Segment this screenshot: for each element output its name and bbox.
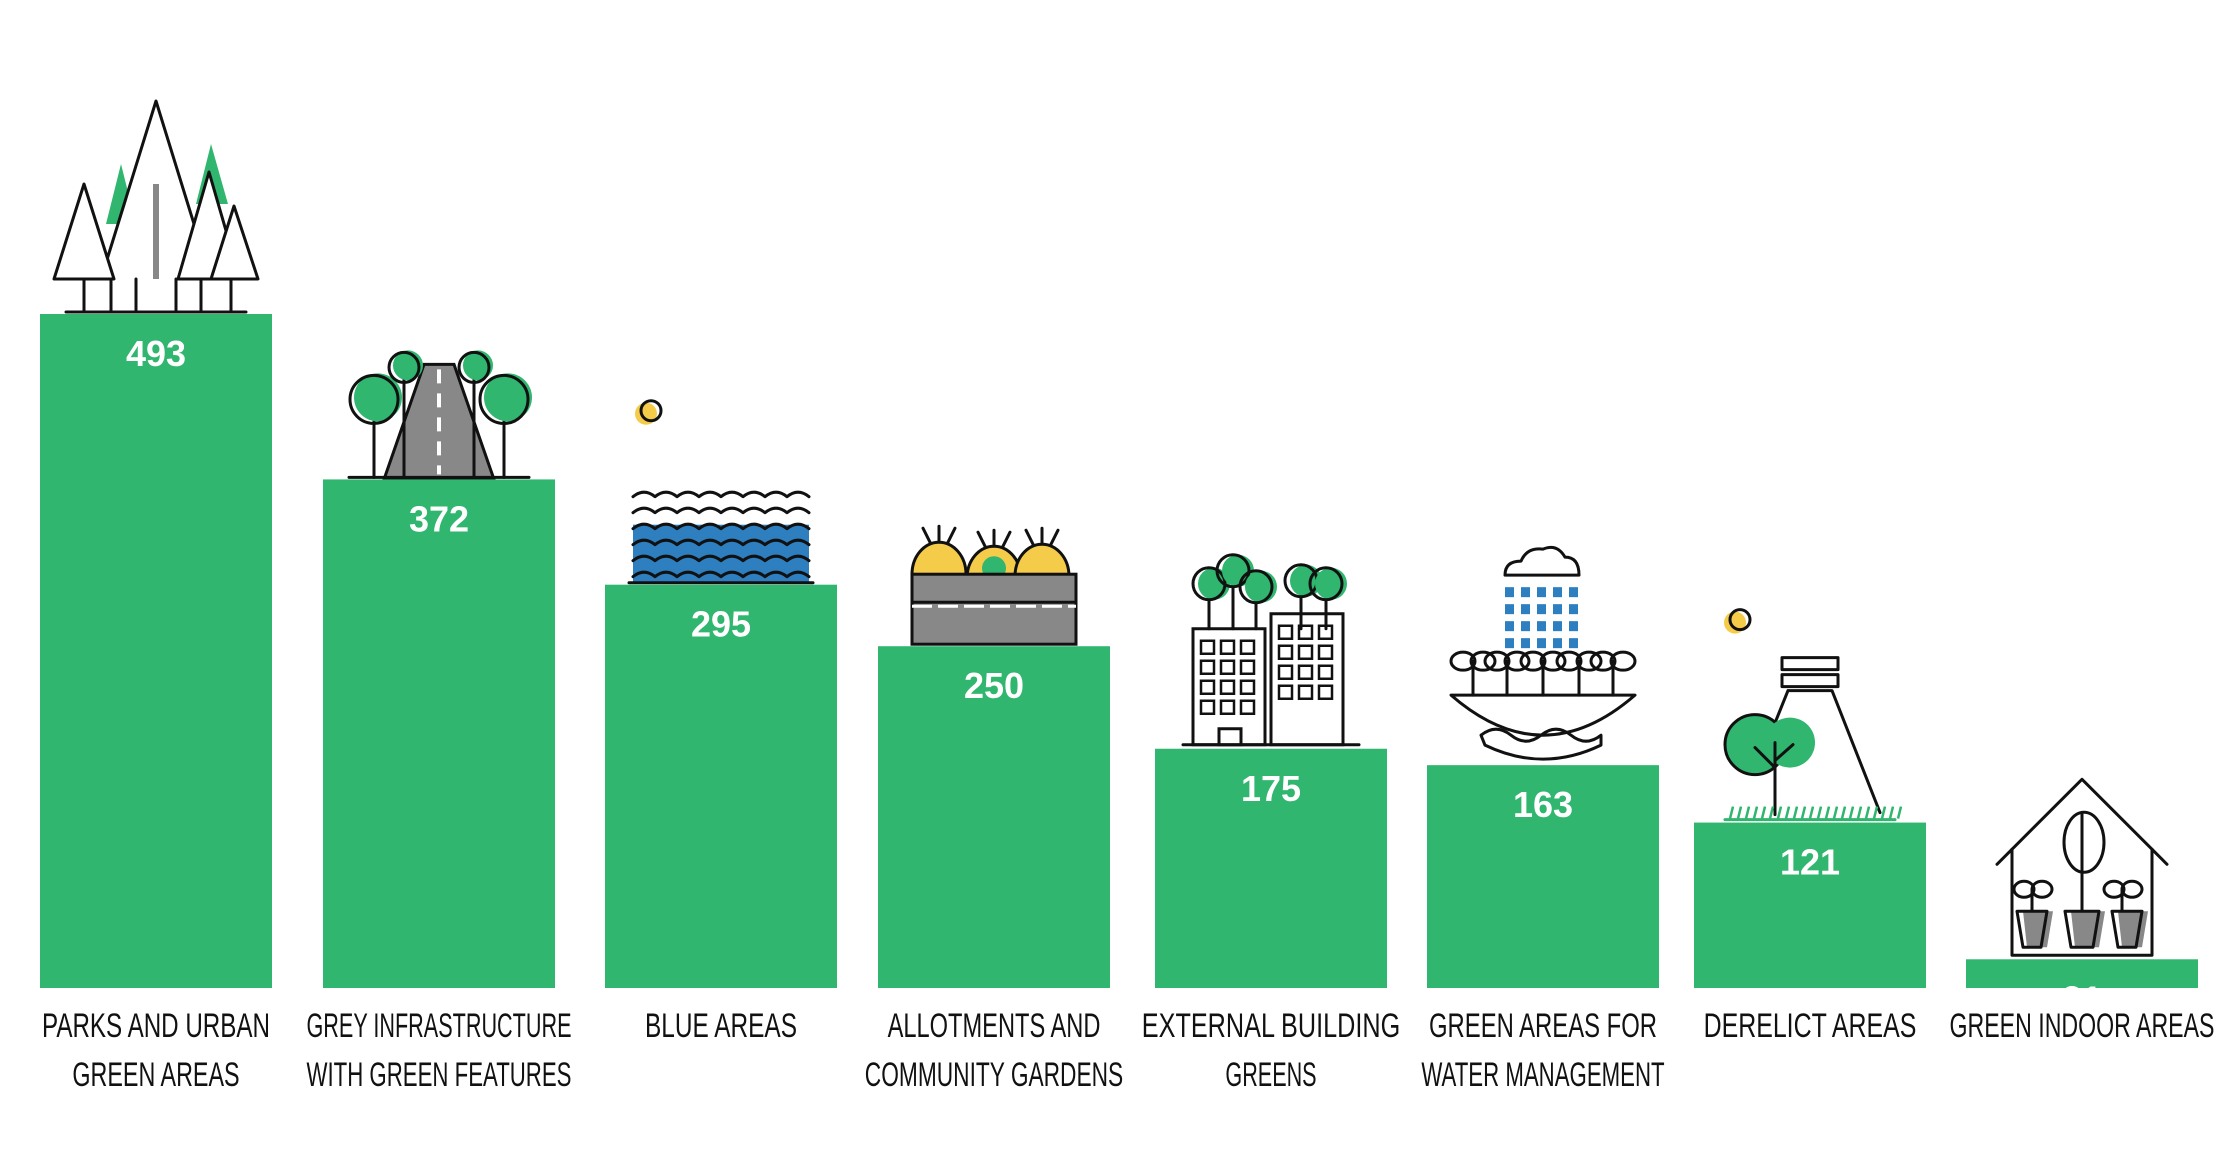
bar-8 (1966, 959, 2198, 988)
category-label-2-line-1: GREY INFRASTRUCTURE (307, 1007, 572, 1045)
icons-layer (52, 99, 2169, 957)
value-label-2: 372 (409, 498, 469, 539)
water-waves-icon (627, 399, 815, 585)
category-labels-layer: PARKS AND URBAN GREEN AREAS GREY INFRASTRU… (42, 1007, 2215, 1094)
category-label-3-line-1: BLUE AREAS (645, 1007, 797, 1045)
value-label-6: 163 (1513, 784, 1573, 825)
value-label-3: 295 (691, 604, 751, 645)
bar-7 (1694, 822, 1926, 988)
vegetable-crate-icon (910, 524, 1078, 646)
category-label-8-line-1: GREEN INDOOR AREAS (1950, 1007, 2215, 1045)
bar-3 (605, 584, 837, 988)
bar-6 (1427, 765, 1659, 988)
value-labels-layer: 493 372 295 250 175 163 121 21 (126, 333, 2102, 1019)
rain-planter-icon (1449, 545, 1637, 761)
category-label-4-line-2: COMMUNITY GARDENS (865, 1056, 1123, 1094)
bar-4 (878, 646, 1110, 988)
bar-1 (40, 314, 272, 988)
category-label-1-line-1: PARKS AND URBAN (42, 1007, 270, 1045)
value-label-1: 493 (126, 333, 186, 374)
green-buildings-icon (1181, 553, 1361, 747)
bar-2 (323, 479, 555, 988)
road-with-trees-icon (347, 350, 532, 481)
greenhouse-icon (1995, 777, 2169, 957)
category-label-4-line-1: ALLOTMENTS AND (888, 1007, 1101, 1045)
trees-icon (52, 99, 260, 314)
value-label-4: 250 (964, 665, 1024, 706)
bar-5 (1155, 748, 1387, 988)
category-label-1-line-2: GREEN AREAS (72, 1056, 239, 1094)
category-label-7-line-1: DERELICT AREAS (1704, 1007, 1917, 1045)
bars-layer (40, 314, 2198, 988)
derelict-plant-icon (1723, 608, 1903, 822)
category-label-2-line-2: WITH GREEN FEATURES (307, 1056, 572, 1094)
value-label-7: 121 (1780, 842, 1840, 883)
value-label-8: 21 (2062, 978, 2102, 1019)
value-label-5: 175 (1241, 768, 1301, 809)
category-label-6-line-2: WATER MANAGEMENT (1421, 1056, 1664, 1094)
category-label-5-line-1: EXTERNAL BUILDING (1142, 1007, 1400, 1045)
category-label-5-line-2: GREENS (1225, 1056, 1316, 1094)
category-label-6-line-1: GREEN AREAS FOR (1429, 1007, 1657, 1045)
